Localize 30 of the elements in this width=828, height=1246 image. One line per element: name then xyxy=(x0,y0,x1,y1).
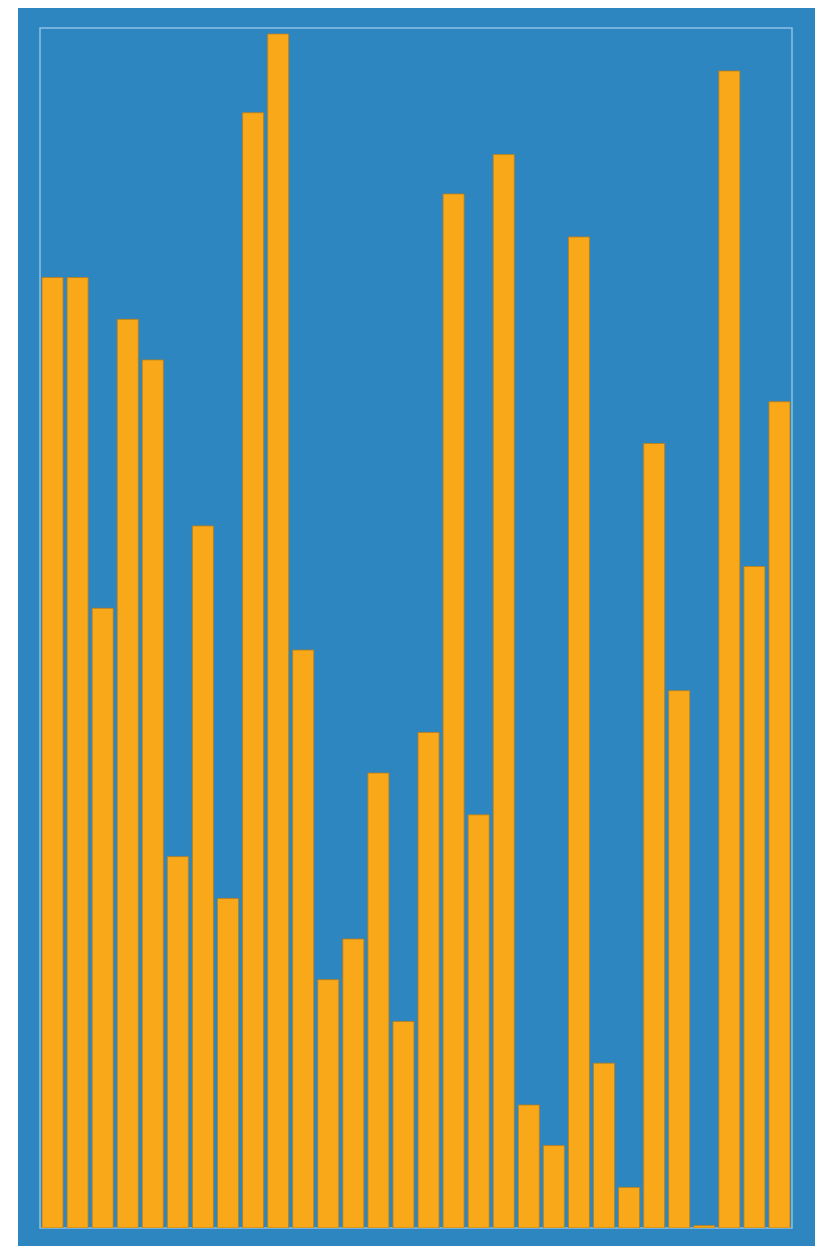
bar xyxy=(643,443,666,1228)
bar xyxy=(41,277,64,1228)
bar xyxy=(217,898,239,1228)
bar xyxy=(442,193,465,1228)
bar xyxy=(618,1187,640,1228)
bar xyxy=(242,112,264,1228)
bar xyxy=(593,1062,615,1228)
bar xyxy=(141,359,164,1228)
bar xyxy=(91,607,114,1228)
bar xyxy=(116,318,139,1228)
bar xyxy=(417,732,440,1228)
bar xyxy=(166,856,189,1228)
bar xyxy=(367,772,390,1228)
bar xyxy=(668,690,691,1228)
bar xyxy=(467,814,490,1228)
bar xyxy=(317,979,340,1228)
bar xyxy=(192,525,214,1228)
bar xyxy=(517,1104,540,1228)
bar xyxy=(768,401,791,1228)
bar xyxy=(693,1225,716,1228)
bar xyxy=(267,33,290,1228)
bar xyxy=(66,277,89,1228)
bar xyxy=(342,938,365,1228)
bar xyxy=(568,236,590,1228)
bar xyxy=(743,566,766,1228)
bar xyxy=(542,1145,565,1228)
bar xyxy=(492,154,515,1228)
bar xyxy=(292,649,315,1228)
bar xyxy=(718,70,741,1228)
bar xyxy=(392,1021,415,1228)
